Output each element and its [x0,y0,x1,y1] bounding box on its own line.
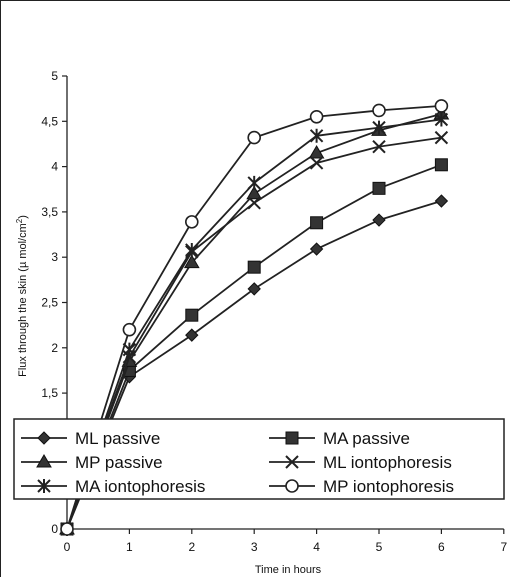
data-point [373,104,385,116]
y-tick-label: 4 [51,160,58,174]
y-axis-title-main: Flux through the skin (µ mol/cm [17,223,29,377]
y-tick-label: 2 [51,341,58,355]
legend-label: MA passive [323,429,410,448]
x-tick-label: 2 [188,540,195,554]
x-tick-label: 0 [64,540,71,554]
y-tick-label: 2,5 [41,296,58,310]
data-point [373,214,385,226]
y-tick-label: 5 [51,69,58,83]
y-tick-label: 3 [51,250,58,264]
x-tick-label: 6 [438,540,445,554]
data-point [186,216,198,228]
data-point [435,159,447,171]
data-point [186,243,198,257]
legend: ML passive MA passive MP passive ML iontoph… [14,419,504,499]
y-axis-title-tail: ) [17,215,29,219]
data-point [61,523,73,535]
data-point [311,111,323,123]
y-tick-label: 1,5 [41,386,58,400]
legend-label: ML iontophoresis [323,453,452,472]
x-tick-label: 3 [251,540,258,554]
x-tick-label: 1 [126,540,133,554]
data-point [435,100,447,112]
data-point [373,182,385,194]
data-point [248,261,260,273]
legend-marker [286,480,298,492]
data-point [248,132,260,144]
y-axis-title: Flux through the skin (µ mol/cm2) [15,215,29,377]
x-tick-label: 4 [313,540,320,554]
x-axis-title: Time in hours [255,564,322,576]
x-tick-label: 5 [376,540,383,554]
y-tick-label: 3,5 [41,205,58,219]
legend-label: MP passive [75,453,163,472]
data-point [435,195,447,207]
data-point [311,243,323,255]
data-point [123,324,135,336]
legend-marker [286,432,298,444]
data-point [311,217,323,229]
legend-label: MP iontophoresis [323,477,454,496]
data-point [248,176,260,190]
data-point [186,309,198,321]
x-tick-label: 7 [500,540,507,554]
legend-label: ML passive [75,429,160,448]
legend-label: MA iontophoresis [75,477,205,496]
data-point [311,157,323,169]
y-tick-label: 4,5 [41,114,58,128]
y-tick-label: 0 [51,522,58,536]
